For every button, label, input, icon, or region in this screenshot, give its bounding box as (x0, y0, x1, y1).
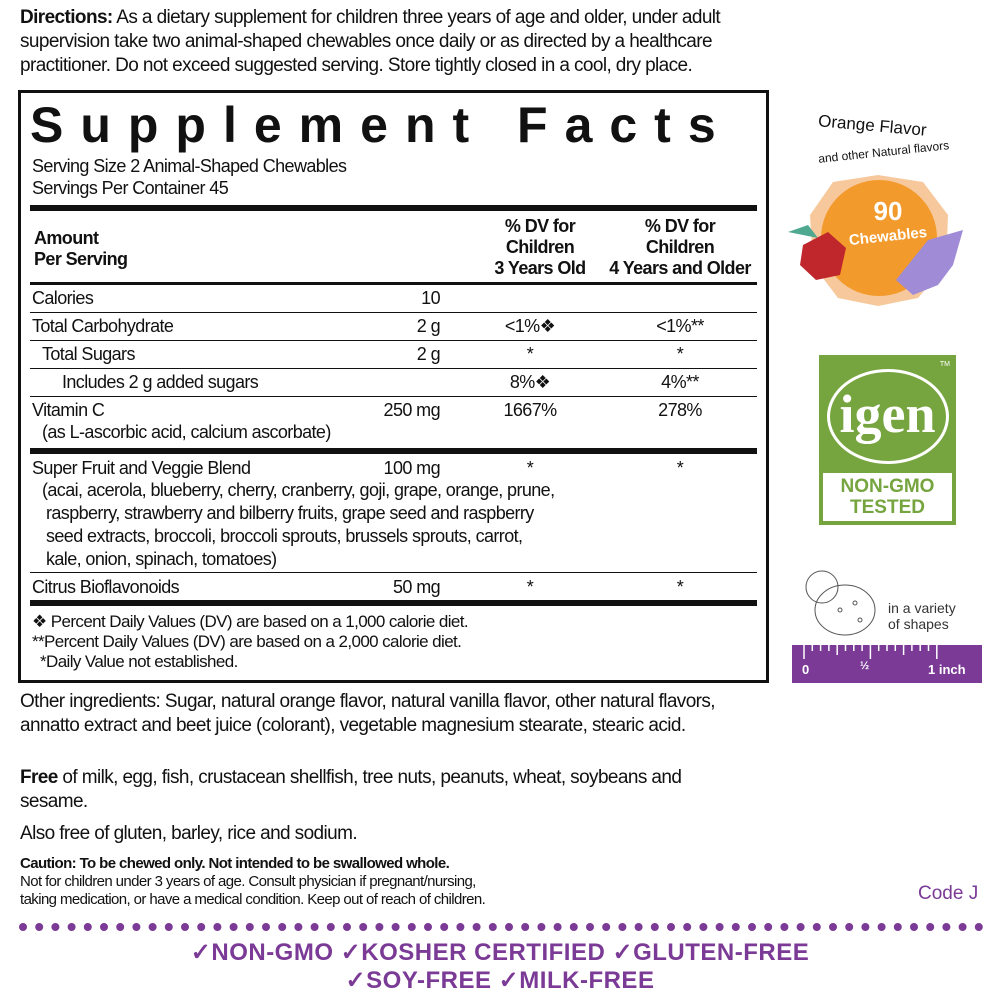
dv-3-years: * (526, 577, 534, 597)
blend-ingredients: raspberry, strawberry and bilberry fruit… (46, 503, 534, 523)
dotted-divider (19, 923, 987, 931)
dv-4-years: <1%** (656, 316, 704, 336)
header-dv4: % DV for Children 4 Years and Older (609, 216, 751, 278)
dv-3-years: <1%❖ (504, 316, 556, 336)
leopard-cub-icon (805, 570, 876, 636)
chewable-count: 90 (873, 196, 903, 226)
nutrient-amount: 10 (421, 288, 440, 308)
facts-title: Supplement Facts (30, 97, 733, 153)
lot-code: Code J (918, 883, 979, 904)
divider (30, 340, 757, 341)
divider (30, 282, 757, 285)
footnote: ❖ Percent Daily Values (DV) are based on… (32, 612, 469, 631)
igen-non-gmo-logo: igen TM NON-GMO TESTED (819, 355, 956, 525)
nutrient-name: Citrus Bioflavonoids (32, 577, 180, 597)
serving-size: Serving Size 2 Animal-Shaped Chewables (32, 156, 347, 176)
size-ruler: 0 ½ 1 inch (792, 645, 982, 683)
nutrient-name: Total Carbohydrate (32, 316, 174, 336)
flavor-subtitle: and other Natural flavors (817, 138, 950, 166)
also-free: Also free of gluten, barley, rice and so… (20, 823, 358, 844)
supplement-facts-panel (18, 90, 769, 683)
header-amount: Amount Per Serving (34, 228, 128, 269)
directions-label: Directions: (20, 7, 113, 28)
divider (30, 448, 757, 454)
nutrient-name: Vitamin C (32, 400, 105, 420)
nutrient-amount: 2 g (416, 316, 441, 336)
orange-chewables-icon (788, 175, 963, 306)
divider (30, 312, 757, 313)
footnote: **Percent Daily Values (DV) are based on… (32, 632, 462, 651)
allergen-free: Free of milk, egg, fish, crustacean shel… (20, 767, 682, 812)
dv-3-years: 1667% (503, 400, 557, 420)
caution: Caution: To be chewed only. Not intended… (20, 855, 486, 908)
badges-line-1: ✓NON-GMO ✓KOSHER CERTIFIED ✓GLUTEN-FREE (190, 939, 810, 966)
divider (30, 572, 757, 573)
nutrient-source: (as L-ascorbic acid, calcium ascorbate) (42, 422, 331, 442)
other-ingredients: Other ingredients: Sugar, natural orange… (20, 691, 716, 736)
nutrient-amount: 250 mg (383, 400, 441, 420)
shapes-note: in a variety of shapes (888, 600, 956, 632)
nutrient-amount: 50 mg (392, 577, 441, 597)
badges-line-2: ✓SOY-FREE ✓MILK-FREE (345, 967, 655, 994)
divider (30, 600, 757, 606)
dv-3-years: 8%❖ (509, 372, 551, 392)
dv-4-years: * (676, 344, 684, 364)
footnote: *Daily Value not established. (40, 652, 238, 671)
nutrient-name: Calories (32, 288, 94, 308)
header-dv3: % DV for Children 3 Years Old (494, 216, 586, 278)
footnotes: ❖ Percent Daily Values (DV) are based on… (32, 612, 469, 672)
dv-4-years: * (676, 577, 684, 597)
directions-text: As a dietary supplement for children thr… (20, 7, 721, 76)
servings-per-container: Servings Per Container 45 (32, 178, 229, 198)
dv-3-years: * (526, 458, 534, 478)
blend-ingredients: kale, onion, spinach, tomatoes) (46, 549, 277, 569)
dv-4-years: 278% (658, 400, 702, 420)
blend-ingredients: seed extracts, broccoli, broccoli sprout… (46, 526, 523, 546)
dv-4-years: 4%** (661, 372, 699, 392)
divider (30, 205, 757, 211)
blend-ingredients: (acai, acerola, blueberry, cherry, cranb… (42, 480, 555, 500)
nutrient-name: Includes 2 g added sugars (62, 372, 259, 392)
divider (30, 396, 757, 397)
dv-4-years: * (676, 458, 684, 478)
flavor-title: Orange Flavor (817, 111, 928, 140)
nutrient-amount: 100 mg (383, 458, 441, 478)
dv-3-years: * (526, 344, 534, 364)
nutrient-amount: 2 g (416, 344, 441, 364)
nutrient-name: Total Sugars (42, 344, 135, 364)
directions: Directions: As a dietary supplement for … (20, 6, 800, 78)
divider (30, 368, 757, 369)
nutrient-name: Super Fruit and Veggie Blend (32, 458, 251, 478)
